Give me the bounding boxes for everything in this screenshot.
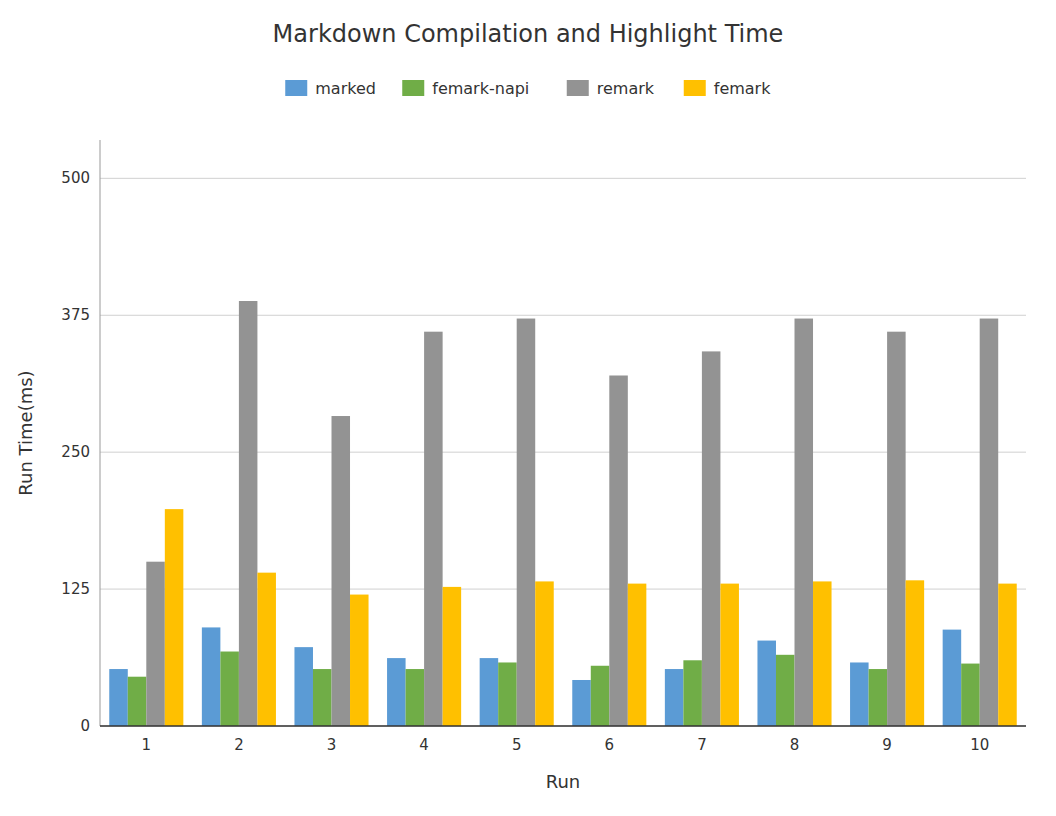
bar: [294, 647, 313, 726]
x-tick-label: 2: [234, 736, 244, 754]
bar: [665, 669, 684, 726]
legend-label: remark: [597, 79, 655, 98]
bar: [591, 666, 610, 726]
bar: [480, 658, 499, 726]
bar: [313, 669, 332, 726]
legend-swatch: [567, 80, 589, 96]
bar: [850, 662, 869, 726]
bar: [757, 641, 776, 726]
x-tick-label: 9: [882, 736, 892, 754]
bar: [128, 677, 147, 726]
x-tick-label: 3: [327, 736, 337, 754]
series-3: [165, 509, 1017, 726]
bar: [980, 319, 999, 726]
x-axis: 1 2 3 4 5 6 7 8 9 10: [100, 726, 1026, 754]
bar: [702, 351, 721, 726]
x-axis-label: Run: [546, 771, 581, 792]
title: Markdown Compilation and Highlight Time: [273, 20, 784, 48]
bar: [906, 580, 925, 726]
bar: [332, 416, 351, 726]
chart-svg: Markdown Compilation and Highlight Time m…: [0, 0, 1056, 816]
legend-swatch: [285, 80, 307, 96]
bar: [165, 509, 184, 726]
bar: [813, 581, 832, 726]
x-tick-label: 8: [790, 736, 800, 754]
bar: [257, 573, 276, 726]
bar: [443, 587, 462, 726]
bar: [572, 680, 591, 726]
bar: [998, 584, 1017, 726]
grid-line: [100, 726, 1026, 727]
y-axis-label: Run Time(ms): [15, 370, 36, 495]
bar: [239, 301, 258, 726]
bar: [683, 660, 702, 726]
bar: [961, 664, 980, 726]
bar: [517, 319, 536, 726]
series-2: [146, 301, 998, 726]
y-tick-label: 0: [80, 717, 90, 735]
x-tick-label: 7: [697, 736, 707, 754]
x-tick-label: 4: [419, 736, 429, 754]
bar: [720, 584, 739, 726]
bar: [406, 669, 425, 726]
grid-line: [100, 178, 1026, 179]
y-tick-label: 500: [61, 169, 90, 187]
bar: [795, 319, 814, 726]
legend-label: femark-napi: [432, 79, 529, 98]
y-tick-label: 250: [61, 443, 90, 461]
legend-swatch: [402, 80, 424, 96]
y-tick-label: 125: [61, 580, 90, 598]
y-axis: 0 125 250 375 500: [61, 140, 1026, 735]
x-tick-label: 5: [512, 736, 522, 754]
x-tick-label: 1: [142, 736, 152, 754]
bar: [498, 662, 517, 726]
bar: [202, 627, 221, 726]
legend-swatch: [684, 80, 706, 96]
bars: [109, 301, 1016, 726]
bar: [109, 669, 128, 726]
bar: [350, 595, 369, 726]
x-tick-label: 10: [970, 736, 989, 754]
bar: [776, 655, 795, 726]
legend-label: marked: [315, 79, 376, 98]
bar: [424, 332, 443, 726]
bar: [535, 581, 554, 726]
bar: [628, 584, 647, 726]
bar: [220, 652, 239, 726]
bar: [609, 375, 628, 726]
x-tick-label: 6: [605, 736, 615, 754]
bar: [146, 562, 165, 726]
bar: [943, 630, 962, 726]
legend: marked femark-napi remark femark: [285, 79, 771, 98]
legend-label: femark: [714, 79, 771, 98]
bar: [387, 658, 406, 726]
y-axis-line: [100, 140, 101, 726]
chart-container: Markdown Compilation and Highlight Time m…: [0, 0, 1056, 816]
bar: [887, 332, 906, 726]
y-tick-label: 375: [61, 306, 90, 324]
bar: [869, 669, 888, 726]
x-axis-line: [100, 725, 1026, 727]
